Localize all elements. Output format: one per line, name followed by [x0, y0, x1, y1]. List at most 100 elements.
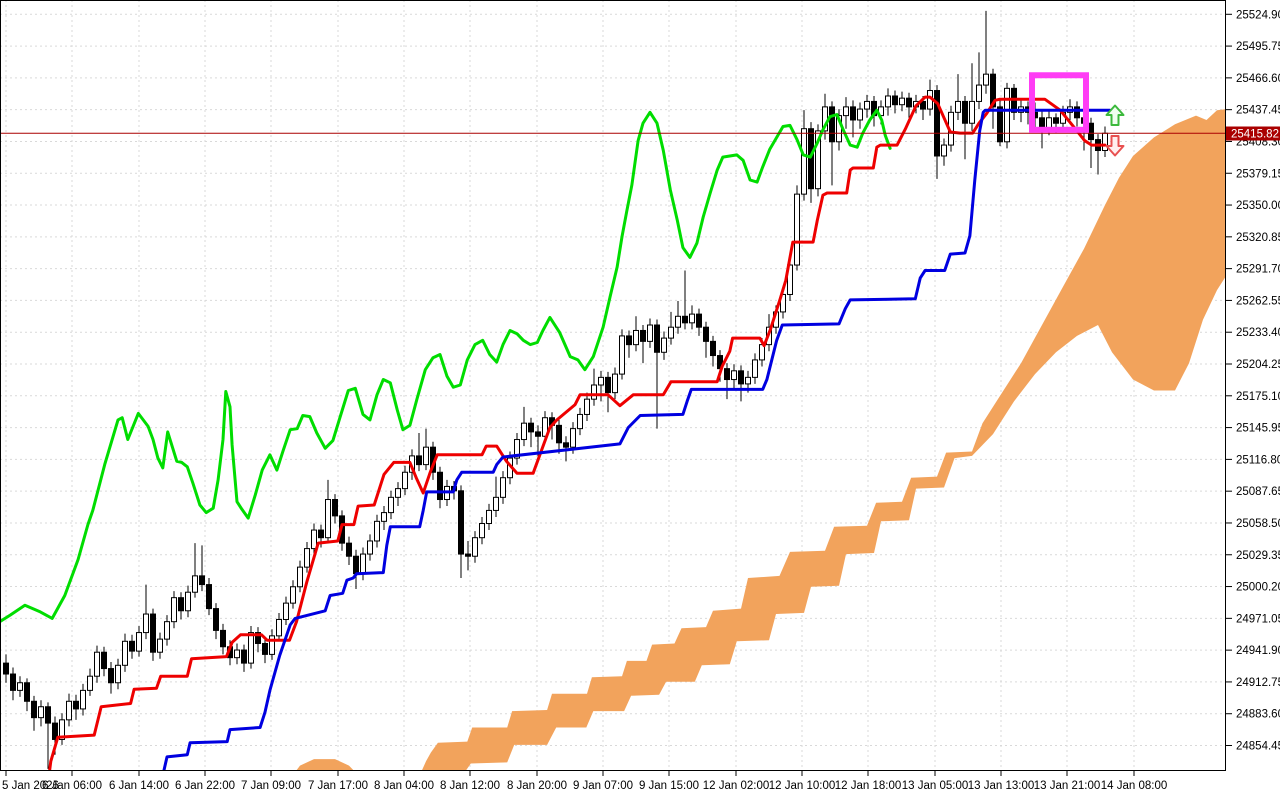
bid-price-label-box [1226, 126, 1280, 141]
time-axis-label: 9 Jan 15:00 [639, 780, 699, 792]
candle [122, 633, 128, 672]
candle [367, 534, 373, 561]
time-axis-label: 7 Jan 09:00 [241, 780, 301, 792]
candle [521, 406, 527, 447]
candle [115, 658, 121, 690]
candle [374, 514, 380, 548]
candle [626, 330, 632, 358]
candle [591, 368, 597, 406]
price-axis-label: 25524.90 [1236, 9, 1280, 21]
price-axis-label: 24971.05 [1236, 613, 1280, 625]
candle [1102, 126, 1108, 158]
candle [654, 319, 660, 429]
time-axis-label: 6 Jan 14:00 [109, 780, 169, 792]
chikou-span-line [0, 108, 892, 624]
candle [248, 626, 254, 669]
price-axis-label: 25437.45 [1236, 105, 1280, 117]
candle [843, 97, 849, 129]
candle [129, 634, 135, 659]
candle [136, 626, 142, 657]
candle [192, 543, 198, 598]
candle [703, 321, 709, 358]
time-axis-label: 13 Jan 21:00 [1034, 780, 1101, 792]
candle [178, 592, 184, 620]
candle [689, 305, 695, 330]
price-axis-label: 25029.35 [1236, 550, 1280, 562]
candle [619, 329, 625, 380]
time-axis-label: 9 Jan 07:00 [573, 780, 633, 792]
candle [990, 68, 996, 129]
candle [283, 596, 289, 625]
price-axis-label: 24883.60 [1236, 709, 1280, 721]
up-arrow-icon[interactable] [1105, 104, 1125, 126]
candle [199, 545, 205, 592]
candle [17, 676, 23, 697]
candle [577, 407, 583, 436]
time-axis-label: 7 Jan 17:00 [308, 780, 368, 792]
candle [983, 10, 989, 94]
candle [3, 654, 9, 683]
candle [892, 90, 898, 114]
candle [164, 615, 170, 646]
time-axis-label: 13 Jan 13:00 [968, 780, 1035, 792]
candle [640, 325, 646, 364]
price-axis-label: 25233.40 [1236, 327, 1280, 339]
candle [647, 318, 653, 348]
candle [206, 578, 212, 616]
candle [731, 364, 737, 389]
candle [297, 560, 303, 593]
time-axis-label: 8 Jan 20:00 [507, 780, 567, 792]
candle [437, 466, 443, 509]
candles-layer [3, 10, 1108, 769]
price-axis-label: 25087.65 [1236, 486, 1280, 498]
candle [24, 678, 30, 712]
candle [479, 516, 485, 545]
price-axis-label: 25116.80 [1236, 454, 1280, 466]
candle [857, 102, 863, 129]
candle [493, 476, 499, 517]
candle [556, 419, 562, 454]
candle [1004, 82, 1010, 149]
candle [80, 683, 86, 716]
ichimoku-cloud [296, 109, 1225, 770]
chart-annotations[interactable] [1029, 72, 1125, 157]
candle [1095, 134, 1101, 175]
down-arrow-icon[interactable] [1105, 135, 1125, 157]
candle [738, 365, 744, 402]
time-axis-label: 8 Jan 04:00 [374, 780, 434, 792]
price-axis-label: 24854.45 [1236, 741, 1280, 753]
candle [941, 138, 947, 166]
price-axis-label: 25379.15 [1236, 168, 1280, 180]
candle [325, 479, 331, 544]
candle [87, 668, 93, 696]
candle [682, 270, 688, 330]
time-axis-label: 14 Jan 08:00 [1101, 780, 1168, 792]
candle [101, 646, 107, 677]
candle [290, 580, 296, 609]
candle [815, 124, 821, 197]
candle [633, 316, 639, 352]
candle [332, 494, 338, 524]
price-axis-label: 25495.75 [1236, 41, 1280, 53]
candle [955, 74, 961, 120]
price-axis-label: 25058.50 [1236, 518, 1280, 530]
candle [185, 585, 191, 618]
price-axis[interactable]: 25524.9025495.7525466.6025437.4525408.30… [1225, 9, 1280, 753]
candle [402, 465, 408, 496]
candle [486, 503, 492, 531]
time-axis-label: 5 Jan 2026 [2, 780, 59, 792]
highlight-rectangle[interactable] [1029, 72, 1089, 133]
candle [241, 644, 247, 672]
candle [311, 523, 317, 555]
candle [675, 301, 681, 334]
candle [850, 100, 856, 138]
candle [220, 623, 226, 655]
candle [997, 100, 1003, 147]
candle [976, 52, 982, 110]
price-axis-label: 25262.55 [1236, 295, 1280, 307]
candle [262, 638, 268, 664]
candle [157, 632, 163, 659]
